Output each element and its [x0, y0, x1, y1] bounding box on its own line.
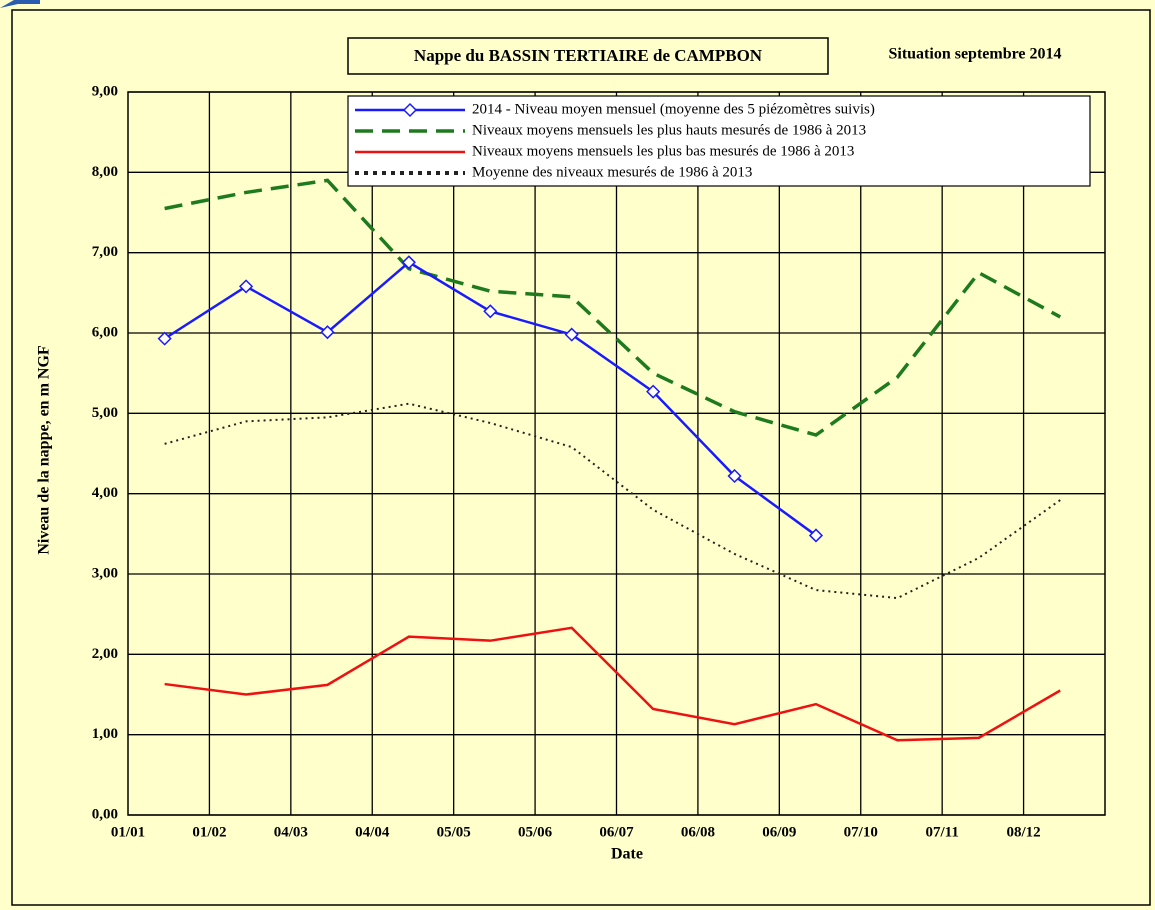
marker — [727, 468, 742, 484]
legend-label: Moyenne des niveaux mesurés de 1986 à 20… — [472, 164, 752, 180]
legend-box — [347, 95, 1091, 187]
marker — [564, 327, 579, 342]
y-tick-label: 5,00 — [92, 405, 118, 421]
y-tick-label: 8,00 — [92, 164, 118, 180]
y-tick-label: 0,00 — [92, 806, 118, 822]
title-box — [347, 37, 829, 75]
x-tick-label: 01/02 — [192, 824, 226, 840]
marker — [808, 528, 824, 543]
y-tick-label: 3,00 — [92, 565, 118, 581]
marker — [157, 331, 172, 346]
plot — [157, 178, 1062, 742]
y-tick-label: 7,00 — [92, 244, 118, 260]
marker — [402, 102, 418, 118]
series-line — [164, 402, 1061, 600]
x-tick-label: 04/04 — [355, 824, 390, 840]
x-tick-label: 05/06 — [518, 824, 553, 840]
legend-label: Niveaux moyens mensuels les plus bas mes… — [472, 143, 854, 159]
marker — [646, 384, 661, 399]
grid: 0,00 1,00 2,00 3,00 4,00 5,00 6,00 7,00 8,00 9,00… — [92, 83, 1106, 840]
series-line — [164, 178, 1062, 437]
x-axis-label: Date — [611, 846, 643, 863]
x-tick-label: 01/01 — [111, 824, 145, 840]
series-line — [164, 626, 1061, 742]
x-tick-label: 07/11 — [925, 824, 958, 840]
x-tick-label: 06/08 — [681, 824, 715, 840]
legend-label: Niveaux moyens mensuels les plus hauts m… — [472, 122, 866, 138]
marker — [320, 325, 335, 340]
marker — [238, 279, 254, 294]
marker — [483, 304, 498, 319]
x-tick-label: 07/10 — [844, 824, 878, 840]
x-tick-label: 06/09 — [762, 824, 796, 840]
legend: 2014 - Niveau moyen mensuel (moyenne des… — [347, 95, 1091, 187]
legend-label: 2014 - Niveau moyen mensuel (moyenne des… — [472, 101, 875, 117]
y-tick-label: 2,00 — [92, 646, 118, 662]
y-tick-label: 1,00 — [92, 726, 118, 742]
x-tick-label: 05/05 — [437, 824, 471, 840]
chart-title: Nappe du BASSIN TERTIAIRE de CAMPBON — [414, 46, 763, 65]
y-tick-label: 9,00 — [92, 83, 118, 99]
marker — [401, 255, 416, 270]
y-axis-label: Niveau de la nappe, en m NGF — [36, 345, 53, 555]
x-tick-label: 06/07 — [599, 824, 634, 840]
y-tick-label: 6,00 — [92, 324, 118, 340]
y-tick-label: 4,00 — [92, 485, 118, 501]
x-tick-label: 04/03 — [274, 824, 308, 840]
frame — [11, 9, 1151, 906]
logo-fragment — [0, 0, 40, 8]
chart-subtitle: Situation septembre 2014 — [888, 46, 1061, 63]
x-tick-label: 08/12 — [1006, 824, 1040, 840]
